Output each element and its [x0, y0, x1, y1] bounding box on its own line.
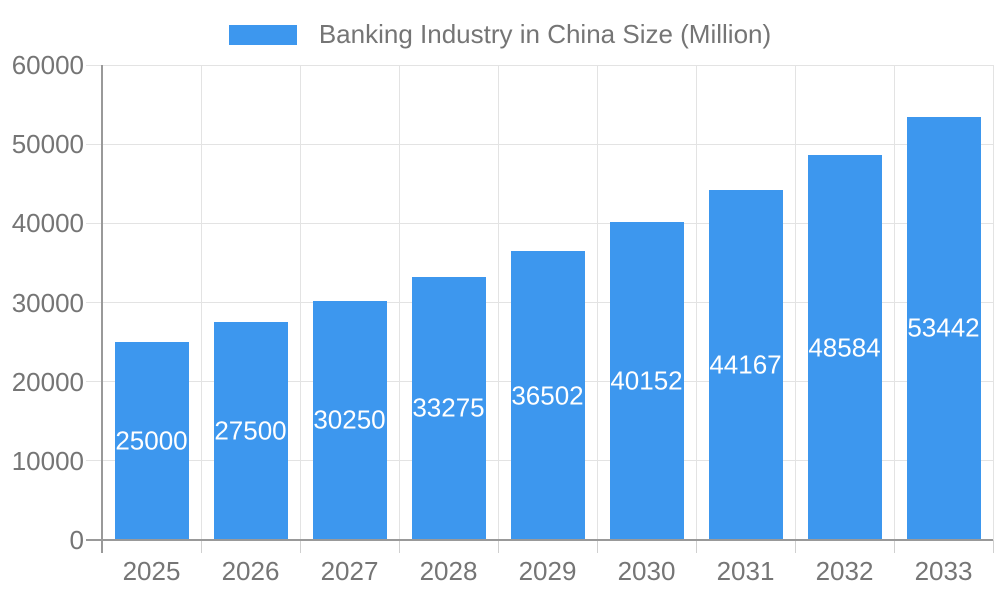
bar-2030[interactable]: 40152: [609, 222, 684, 540]
bar-value-label: 30250: [313, 404, 386, 435]
x-gridline: [794, 65, 796, 540]
y-axis-tick-label: 10000: [11, 445, 84, 476]
x-axis-baseline: [86, 539, 993, 541]
x-axis-tick: [398, 540, 400, 553]
bar-2033[interactable]: 53442: [906, 116, 981, 540]
x-gridline: [497, 65, 499, 540]
y-axis-tick: [86, 143, 102, 145]
bar-value-label: 33275: [412, 392, 485, 423]
x-gridline: [992, 65, 994, 540]
x-axis-label-2027: 2027: [320, 556, 379, 586]
bar-2028[interactable]: 33275: [411, 276, 486, 540]
y-gridline: [102, 222, 993, 224]
x-axis-tick: [992, 540, 994, 553]
y-axis-tick: [86, 381, 102, 383]
bar-2025[interactable]: 25000: [114, 342, 189, 540]
y-axis-tick: [86, 64, 102, 66]
y-axis-tick-label: 60000: [11, 50, 84, 80]
x-axis-label-2033: 2033: [914, 556, 973, 586]
bar-2026[interactable]: 27500: [213, 322, 288, 540]
y-axis-tick: [86, 460, 102, 462]
y-axis-tick-label: 40000: [11, 208, 84, 239]
legend-series-label: Banking Industry in China Size (Million): [318, 19, 772, 49]
x-axis-label-2025: 2025: [122, 556, 181, 586]
x-axis-label-2029: 2029: [518, 556, 577, 586]
x-axis-tick: [299, 540, 301, 553]
x-gridline: [299, 65, 301, 540]
bar-2032[interactable]: 48584: [807, 155, 882, 540]
x-axis-tick: [794, 540, 796, 553]
x-axis-tick: [200, 540, 202, 553]
x-gridline: [893, 65, 895, 540]
bar-2029[interactable]: 36502: [510, 251, 585, 540]
x-axis-tick: [596, 540, 598, 553]
x-axis-label-2031: 2031: [716, 556, 775, 586]
x-gridline: [695, 65, 697, 540]
y-axis-line: [101, 65, 103, 553]
bar-value-label: 27500: [214, 415, 287, 446]
x-axis-label-2026: 2026: [221, 556, 280, 586]
x-axis-label-2032: 2032: [815, 556, 874, 586]
x-gridline: [200, 65, 202, 540]
y-axis-tick-label: 0: [69, 525, 84, 555]
x-gridline: [398, 65, 400, 540]
chart-legend[interactable]: Banking Industry in China Size (Million): [0, 19, 1000, 50]
bar-2031[interactable]: 44167: [708, 190, 783, 540]
y-axis-tick: [86, 302, 102, 303]
x-axis-tick: [695, 540, 697, 553]
x-axis-tick: [497, 540, 499, 553]
bar-value-label: 53442: [907, 312, 980, 343]
bar-value-label: 48584: [808, 332, 881, 363]
y-axis-tick-label: 50000: [11, 129, 84, 160]
x-gridline: [596, 65, 598, 540]
y-gridline: [102, 64, 993, 66]
x-axis-label-2030: 2030: [617, 556, 676, 586]
bar-value-label: 36502: [511, 380, 584, 410]
x-axis-tick: [893, 540, 895, 553]
y-axis-tick: [86, 222, 102, 224]
y-axis-tick-label: 30000: [11, 287, 84, 318]
y-gridline: [102, 143, 993, 145]
y-axis-tick-label: 20000: [11, 366, 84, 397]
bar-value-label: 25000: [115, 425, 188, 456]
legend-swatch-icon: [228, 24, 297, 45]
x-axis-label-2028: 2028: [419, 556, 478, 586]
bar-value-label: 44167: [709, 349, 782, 380]
bar-2027[interactable]: 30250: [312, 300, 387, 540]
bar-value-label: 40152: [610, 365, 683, 396]
